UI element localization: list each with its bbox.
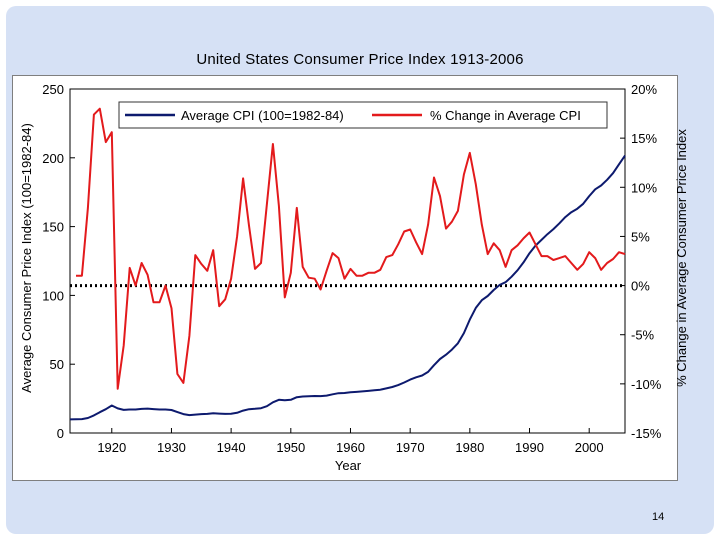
legend-label: % Change in Average CPI [430, 108, 581, 123]
plot-area-frame [69, 88, 626, 434]
chart-axes-layer: 0 50 100 150 200 250 -15% -10% -5% 0% 5% 10% 15% 20% 1… [42, 82, 661, 455]
x-tick-label: 1960 [336, 440, 365, 455]
x-tick-label: 1980 [455, 440, 484, 455]
x-tick-label: 1940 [217, 440, 246, 455]
x-tick-label: 2000 [575, 440, 604, 455]
y-left-tick-label: 250 [42, 82, 64, 97]
x-tick-label: 1930 [157, 440, 186, 455]
page-number: 14 [652, 511, 665, 523]
x-tick-label: 1920 [97, 440, 126, 455]
legend-box [118, 101, 608, 129]
y-left-tick-label: 200 [42, 151, 64, 166]
x-tick-label: 1950 [276, 440, 305, 455]
chart-legend: Average CPI (100=1982-84) % Change in Ave… [118, 101, 608, 129]
y-right-tick-label: 10% [631, 180, 657, 195]
legend-label: Average CPI (100=1982-84) [181, 108, 344, 123]
y-left-tick-label: 150 [42, 220, 64, 235]
y-axis-left-title: Average Consumer Price Index (100=1982-8… [19, 123, 34, 393]
y-right-tick-label: 20% [631, 82, 657, 97]
y-left-tick-label: 100 [42, 288, 64, 303]
y-right-tick-label: 0% [631, 279, 650, 294]
chart-series-layer [69, 107, 626, 421]
chart-title: United States Consumer Price Index 1913-… [196, 51, 524, 68]
series-percent-change-line [76, 107, 626, 390]
x-tick-label: 1970 [396, 440, 425, 455]
y-left-tick-label: 0 [57, 426, 64, 441]
y-right-tick-label: 15% [631, 131, 657, 146]
y-axis-right-title: % Change in Average Consumer Price Index [674, 129, 689, 387]
series-average-cpi-line [69, 155, 626, 421]
y-right-tick-label: 5% [631, 229, 650, 244]
x-tick-label: 1990 [515, 440, 544, 455]
y-right-tick-label: -10% [631, 377, 662, 392]
y-left-tick-label: 50 [50, 357, 64, 372]
y-right-tick-label: -5% [631, 328, 655, 343]
y-right-tick-label: -15% [631, 426, 662, 441]
x-axis-title: Year [335, 458, 362, 473]
